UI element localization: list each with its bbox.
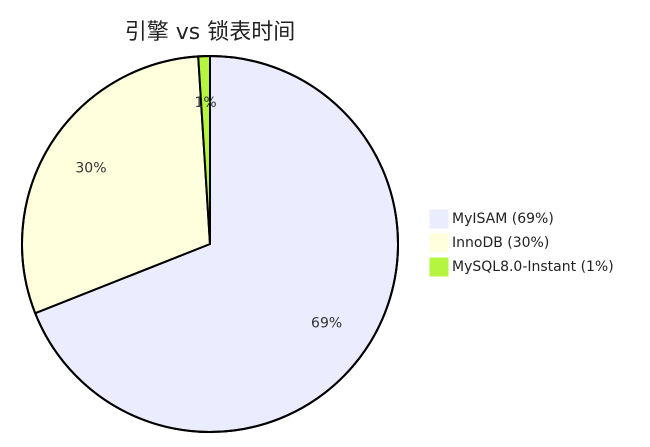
legend-label: MyISAM (69%) <box>452 211 554 227</box>
chart-title: 引擎 vs 锁表时间 <box>125 20 295 45</box>
legend-swatch <box>429 233 449 253</box>
legend-swatch <box>429 257 449 277</box>
legend-label: InnoDB (30%) <box>452 235 549 251</box>
slice-label: 69% <box>311 315 342 331</box>
legend-label: MySQL8.0-Instant (1%) <box>452 259 614 275</box>
slice-label: 30% <box>75 160 106 176</box>
legend-swatch <box>429 209 449 229</box>
pie-outline <box>21 55 399 433</box>
slice-label: 1% <box>194 95 216 111</box>
